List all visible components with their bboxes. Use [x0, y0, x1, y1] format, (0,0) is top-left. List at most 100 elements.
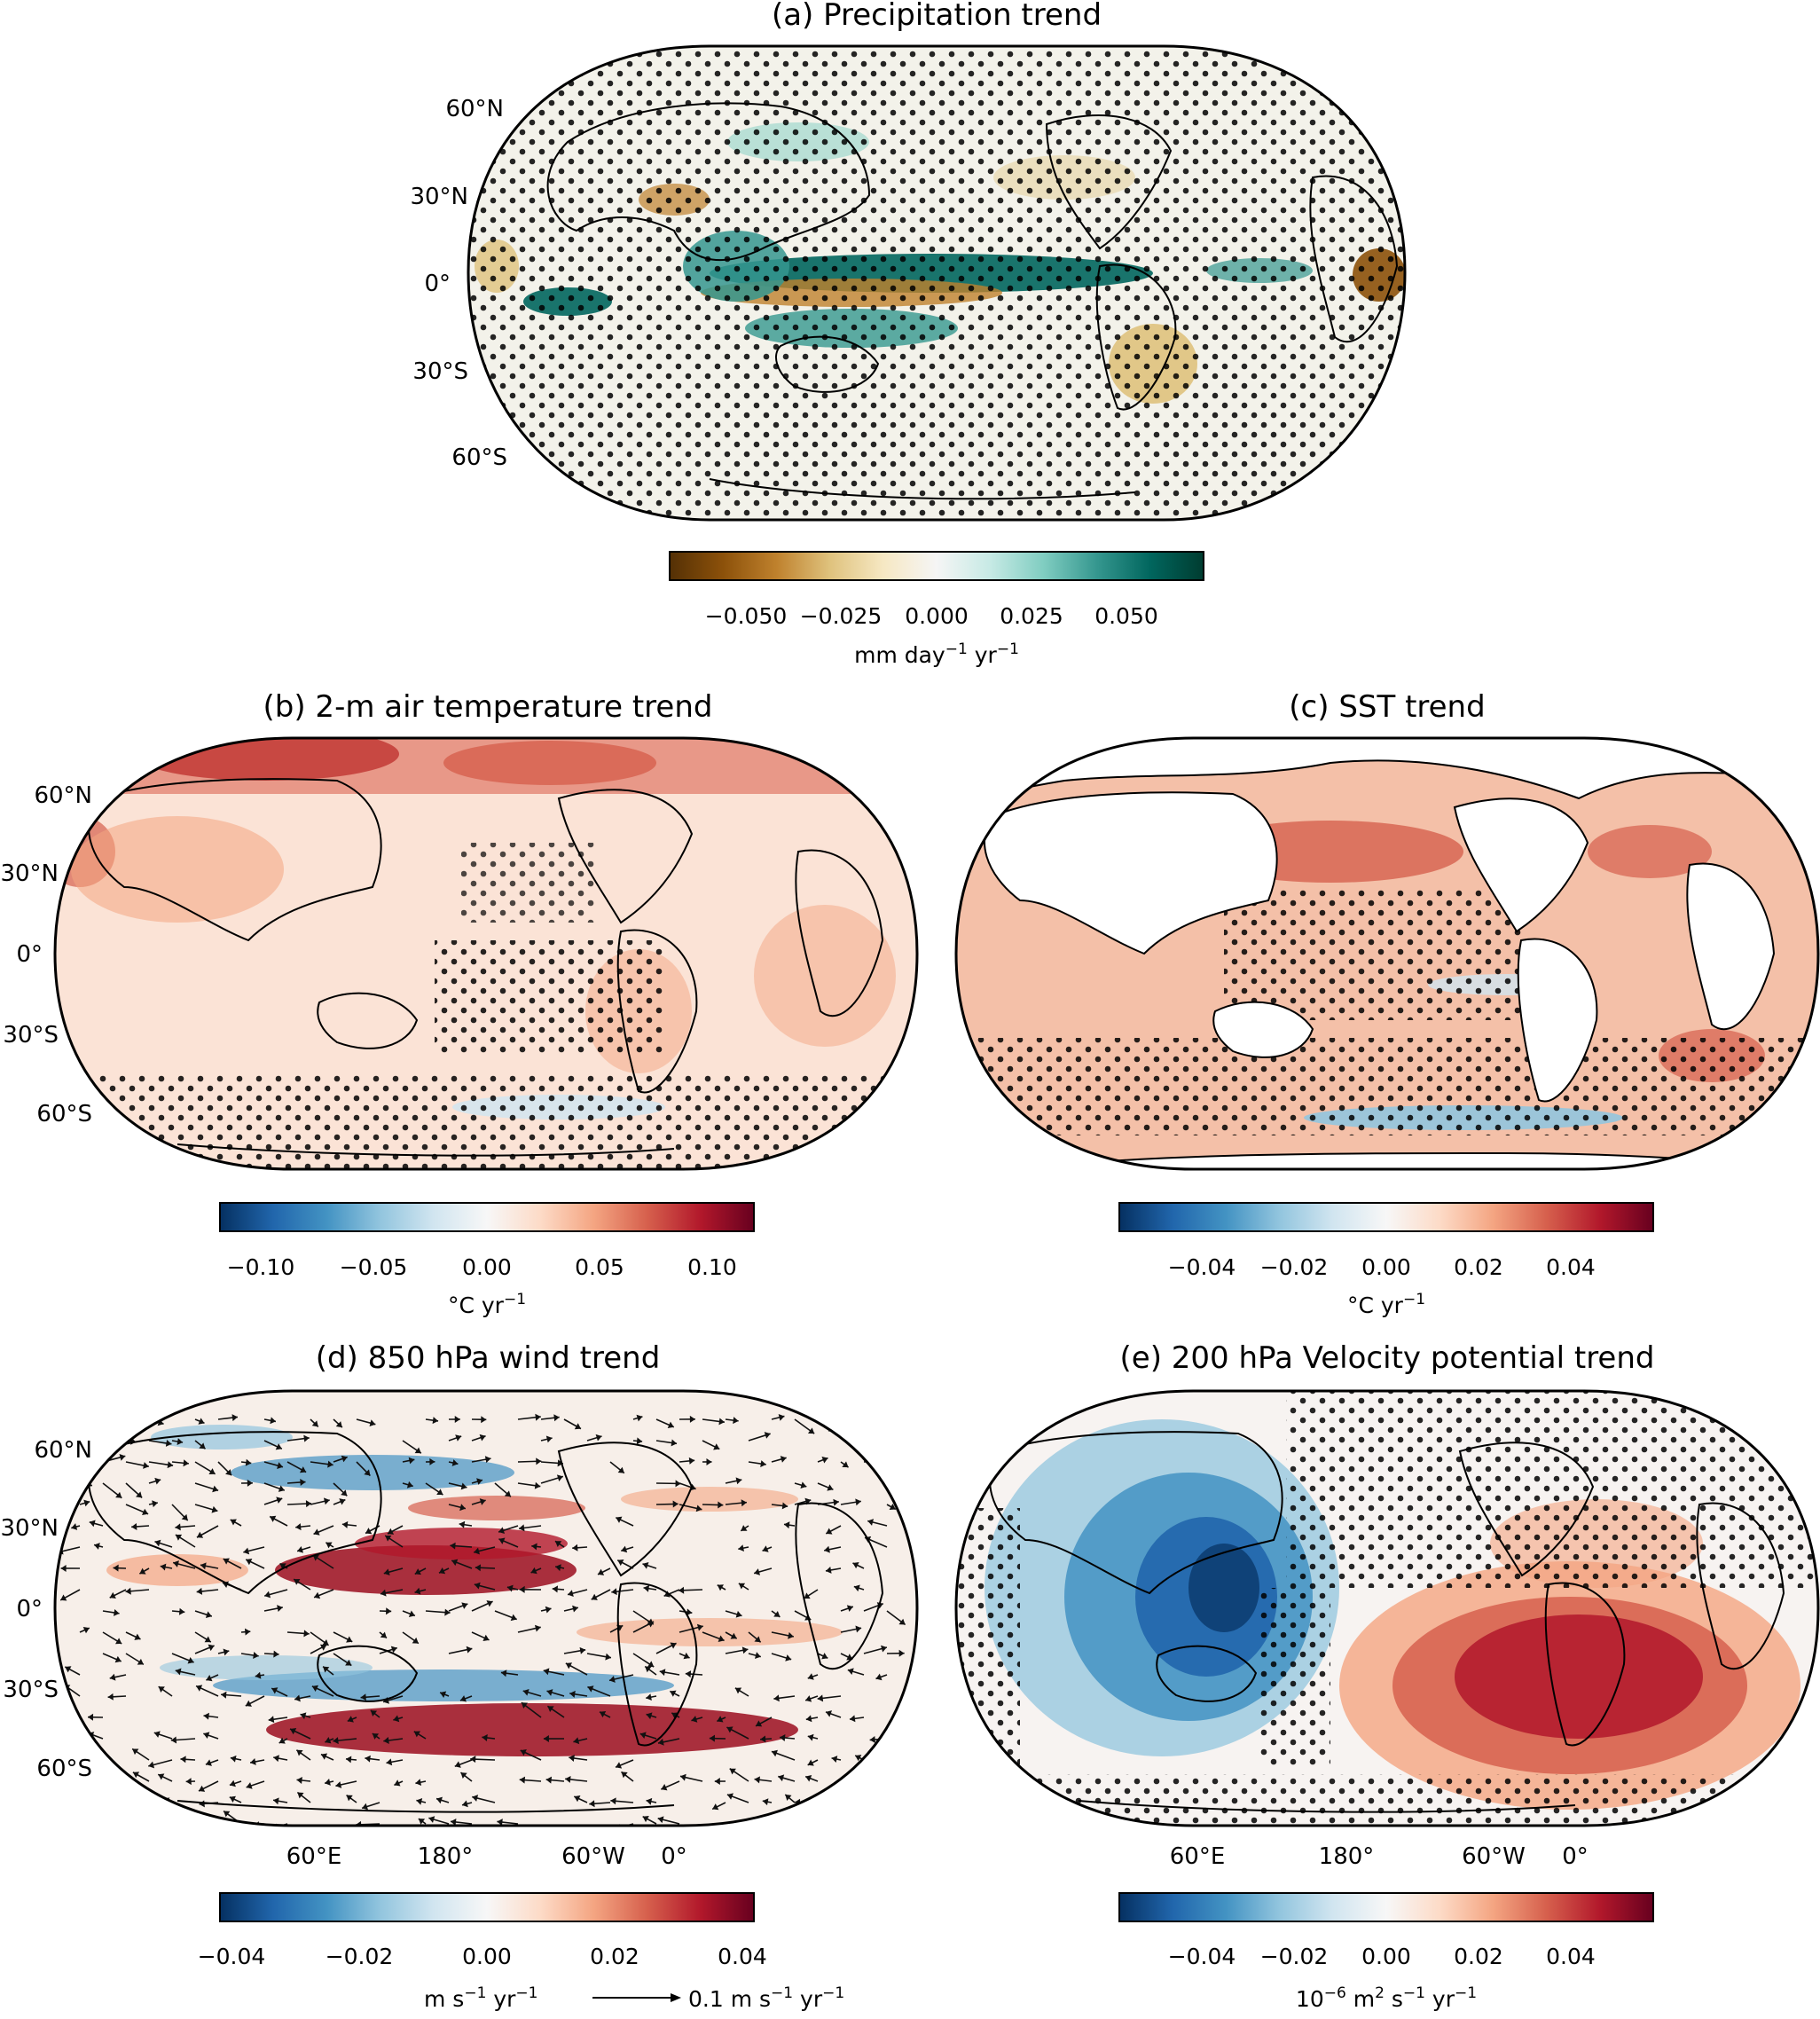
- wind-arrow-head: [534, 1624, 541, 1632]
- wind-arrow-head: [181, 1513, 188, 1521]
- wind-arrow-head: [717, 1716, 724, 1723]
- wind-arrow-head: [444, 1608, 451, 1616]
- wind-arrow-head: [843, 1417, 851, 1425]
- wind-arrow-head: [224, 1811, 231, 1818]
- colorbar-b-ticks: −0.10 −0.05 0.00 0.05 0.10: [227, 1254, 737, 1280]
- wind-arrow-head: [345, 1659, 352, 1666]
- cb-e-tick-2: 0.00: [1361, 1944, 1411, 1969]
- wind-arrow-head: [131, 1522, 137, 1530]
- wind-arrow-head: [370, 1710, 378, 1717]
- wind-arrow-head: [177, 1438, 184, 1445]
- quiver-key-label: 0.1 m s−1 yr−1: [688, 1984, 844, 2012]
- wind-arrow-head: [107, 1693, 114, 1701]
- wind-arrow-head: [333, 1737, 339, 1745]
- wind-arrow-head: [783, 1521, 790, 1529]
- colorbar-e-label: 10−6 m2 s−1 yr−1: [1296, 1984, 1477, 2012]
- wind-arrow: [864, 1794, 888, 1803]
- wind-arrow-head: [572, 1605, 578, 1613]
- north-america-outline: [1045, 114, 1173, 250]
- quiver-key: 0.1 m s−1 yr−1: [592, 1984, 844, 2012]
- wind-arrow-head: [83, 1499, 90, 1507]
- wind-arrow-head: [621, 1545, 628, 1553]
- wind-arrow-head: [320, 1753, 328, 1760]
- wind-arrow-head: [323, 1666, 330, 1673]
- wind-arrow-head: [788, 1631, 794, 1639]
- wind-arrow-head: [174, 1820, 181, 1826]
- wind-arrow-head: [335, 1421, 342, 1428]
- cb-c-tick-1: −0.02: [1260, 1254, 1329, 1280]
- wind-arrow-head: [498, 1527, 506, 1535]
- wind-arrow-head: [380, 1589, 387, 1597]
- wind-arrow-head: [244, 1628, 251, 1636]
- wind-arrow-head: [196, 1587, 203, 1595]
- wind-arrow-head: [92, 1796, 99, 1803]
- wind-arrow-head: [855, 1625, 862, 1633]
- wind-arrow-head: [390, 1646, 397, 1654]
- wind-arrow-head: [556, 1474, 563, 1481]
- wind-arrow-head: [129, 1417, 137, 1425]
- wind-arrow-head: [831, 1756, 838, 1763]
- wind-arrow-head: [386, 1607, 392, 1615]
- wind-arrow-head: [646, 1797, 653, 1805]
- wind-arrow-head: [600, 1710, 607, 1718]
- wind-arrow-head: [148, 1761, 155, 1769]
- wind-arrow: [102, 1434, 117, 1442]
- wind-arrow-head: [807, 1759, 814, 1766]
- lat-label-60s: 60°S: [451, 444, 507, 471]
- wind-arrow-head: [305, 1500, 312, 1508]
- wind-arrow-head: [667, 1421, 674, 1428]
- wind-arrow: [848, 1823, 865, 1826]
- wind-arrow-head: [208, 1644, 215, 1652]
- wind-arrow-head: [807, 1733, 814, 1741]
- wind-arrow-head: [175, 1534, 183, 1541]
- wind-arrow-head: [231, 1414, 238, 1422]
- wind-arrow-head: [530, 1567, 537, 1575]
- wind-arrow-head: [132, 1772, 140, 1779]
- wind-arrow-head: [475, 1564, 482, 1572]
- wind-arrow-head: [589, 1800, 595, 1808]
- wind-arrow-head: [876, 1602, 883, 1609]
- wind-arrow-head: [290, 1727, 297, 1735]
- wind-arrow-head: [545, 1435, 553, 1443]
- wind-arrow-head: [659, 1669, 666, 1677]
- wind-arrow-head: [546, 1689, 553, 1696]
- wind-arrow-head: [617, 1559, 624, 1567]
- cb-c-tick-3: 0.02: [1454, 1254, 1503, 1280]
- wind-arrow-head: [547, 1706, 554, 1713]
- colorbar-a: [669, 551, 1204, 581]
- wind-arrow-head: [657, 1816, 664, 1824]
- wind-arrow-head: [196, 1531, 204, 1538]
- wind-arrow-head: [94, 1543, 100, 1550]
- wind-arrow-head: [826, 1528, 833, 1535]
- wind-arrow-head: [685, 1670, 692, 1678]
- wind-arrow-head: [568, 1590, 574, 1597]
- wind-arrow-head: [611, 1588, 617, 1596]
- wind-arrow-head: [729, 1768, 736, 1775]
- panel-e: (e) 200 hPa Velocity potential trend: [954, 1340, 1820, 2012]
- wind-arrow-head: [868, 1761, 876, 1769]
- wind-arrow-head: [253, 1652, 259, 1659]
- cb-d-tick-4: 0.04: [718, 1944, 767, 1969]
- panel-c-title: (c) SST trend: [1289, 689, 1485, 725]
- wind-arrow-head: [339, 1498, 346, 1505]
- wind-arrow-head: [522, 1688, 530, 1696]
- wind-arrow: [134, 1802, 150, 1811]
- wind-arrow-head: [277, 1605, 283, 1613]
- wind-arrow-head: [855, 1755, 862, 1762]
- lon-label-0: 0°: [661, 1843, 687, 1870]
- wind-arrow-head: [303, 1434, 310, 1442]
- wind-arrow-head: [555, 1564, 561, 1572]
- wind-arrow-head: [208, 1468, 216, 1475]
- lon-label-180: 180°: [418, 1843, 474, 1870]
- wind-arrow-head: [341, 1455, 348, 1463]
- wind-arrow-head: [735, 1610, 742, 1618]
- wind-arrow-head: [60, 1799, 67, 1807]
- wind-arrow-head: [71, 1523, 78, 1530]
- lat-label-60n: 60°N: [34, 782, 92, 809]
- wind-arrow-head: [225, 1469, 232, 1476]
- wind-arrow-head: [229, 1795, 236, 1803]
- wind-arrow-head: [817, 1694, 824, 1702]
- wind-arrow-head: [709, 1734, 716, 1742]
- wind-arrow-head: [646, 1693, 652, 1701]
- panel-a-map: [468, 46, 1405, 520]
